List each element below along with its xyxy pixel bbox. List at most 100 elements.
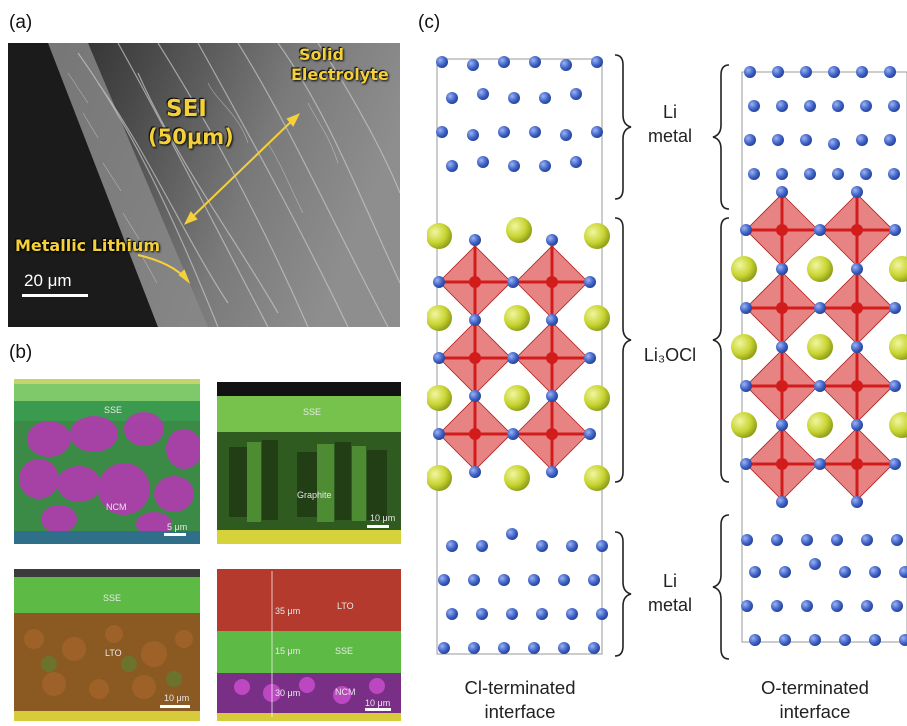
brace-top-right [712,64,730,210]
lithium-atom [814,458,826,470]
li-metal-bottom-label: Li metal [640,569,700,617]
lto-scale-label: 10 μm [164,693,190,703]
lithium-atom [889,458,901,470]
lithium-atom [506,608,518,620]
cl-terminated-line2: interface [484,701,556,722]
lithium-atom [508,160,520,172]
lithium-atom [477,88,489,100]
solid-label: Solid [299,45,344,64]
lithium-atom [776,168,788,180]
lithium-atom [467,129,479,141]
lto-label: LTO [105,648,122,658]
oxygen-atom [469,352,481,364]
li-metal-bottom-line1: Li [662,571,677,591]
o-terminated-line2: interface [779,701,851,722]
lithium-atom [529,126,541,138]
graphite-label: Graphite [297,490,332,500]
lithium-atom [772,134,784,146]
lithium-atom [740,302,752,314]
lithium-atom [869,634,881,646]
lto-thickness-label: 35 μm [275,606,301,616]
crystal-structures [427,54,907,660]
lithium-atom [776,419,788,431]
lithium-atom [899,566,907,578]
lithium-atom [446,160,458,172]
sse-thickness-label: 15 μm [275,646,301,656]
chlorine-atom [504,385,530,411]
lithium-atom [588,642,600,654]
li-metal-top-line1: Li [662,102,677,122]
lithium-atom [507,428,519,440]
oxygen-atom [546,428,558,440]
lithium-atom [498,126,510,138]
lithium-atom [776,341,788,353]
chlorine-atom [584,305,610,331]
lithium-atom [570,156,582,168]
oxygen-atom [469,428,481,440]
lithium-atom [741,600,753,612]
lithium-atom [560,129,572,141]
chlorine-atom [584,465,610,491]
lithium-atom [433,428,445,440]
lithium-atom [889,380,901,392]
brace-middle-left [614,217,632,483]
lithium-atom [831,600,843,612]
o-terminated-line1: O-terminated [761,677,869,698]
lithium-atom [498,642,510,654]
sei-label: SEI [166,96,207,122]
full-cell-ncm-label: NCM [335,687,356,697]
lithium-atom [588,574,600,586]
lithium-atom [861,600,873,612]
lithium-atom [529,56,541,68]
micrograph-lto: SSE LTO 10 μm [14,569,200,721]
lithium-atom [546,234,558,246]
lithium-atom [851,341,863,353]
lithium-atom [446,608,458,620]
lithium-atom [469,234,481,246]
cl-terminated-line1: Cl-terminated [464,677,576,698]
lithium-atom [498,56,510,68]
lithium-atom [528,642,540,654]
chlorine-atom [731,412,757,438]
lithium-atom [591,126,603,138]
oxygen-atom [851,302,863,314]
lithium-atom [800,66,812,78]
oxygen-atom [546,352,558,364]
lithium-atom [539,92,551,104]
lithium-atom [809,558,821,570]
lithium-atom [828,66,840,78]
lithium-atom [856,66,868,78]
chlorine-atom [731,256,757,282]
lithium-atom [749,566,761,578]
chlorine-atom [889,334,907,360]
lithium-atom [832,100,844,112]
oxygen-atom [851,380,863,392]
lithium-atom [438,574,450,586]
lithium-atom [831,534,843,546]
lithium-atom [446,92,458,104]
sem-texture [8,43,400,327]
lithium-atom [851,419,863,431]
cathode-lto-label: LTO [337,601,354,611]
lithium-atom [856,134,868,146]
graphite-sse-label: SSE [303,407,322,417]
scale-bar-label: 20 μm [24,271,72,290]
oxygen-atom [851,224,863,236]
lithium-atom [748,168,760,180]
full-cell-scale-label: 10 μm [365,698,391,708]
lithium-atom [748,100,760,112]
lithium-atom [498,574,510,586]
lithium-atom [468,574,480,586]
graphite-scale-label: 10 μm [370,513,396,523]
lithium-atom [861,534,873,546]
chlorine-atom [889,412,907,438]
oxygen-atom [776,458,788,470]
lithium-atom [809,634,821,646]
lithium-atom [596,540,608,552]
brace-bottom-right [712,514,730,660]
lithium-atom [839,566,851,578]
lithium-atom [546,314,558,326]
lithium-atom [476,540,488,552]
lithium-atom [776,263,788,275]
lithium-atom [566,540,578,552]
